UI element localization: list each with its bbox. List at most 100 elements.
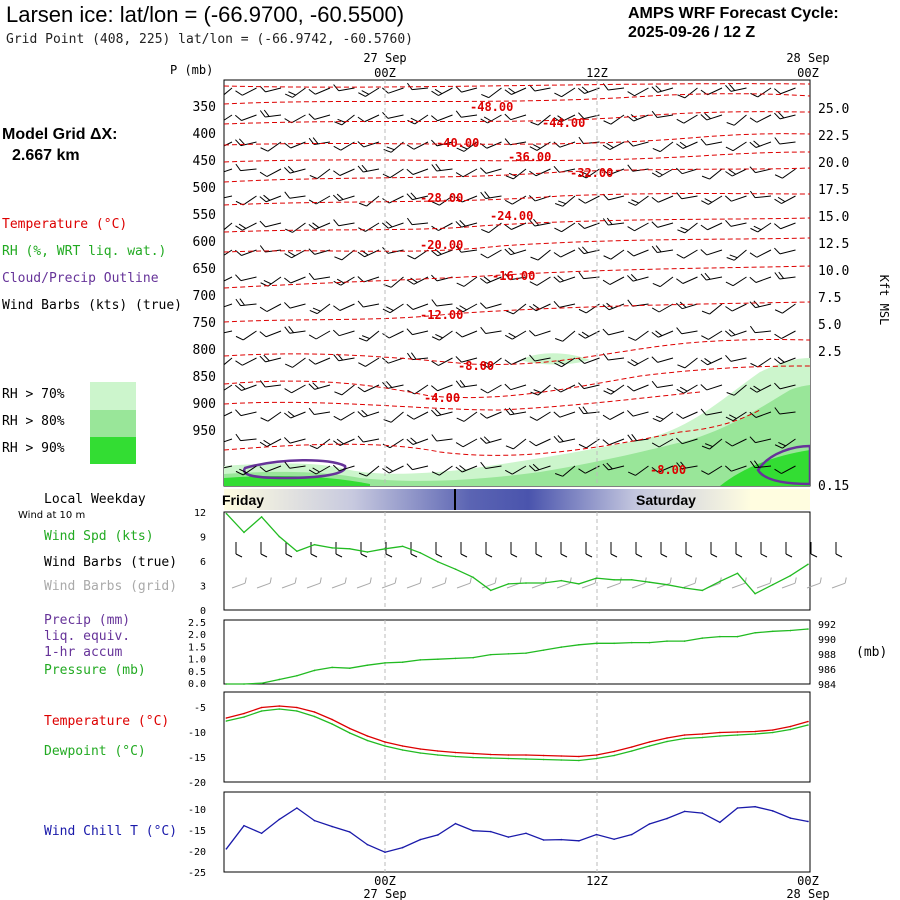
wind-barb [235,298,257,307]
wind-barb-flag [725,281,734,287]
wind-barb [480,249,502,259]
wind-barb-flag [312,222,320,229]
wind-barb-shaft [485,465,502,469]
wind-barb-shaft [682,168,698,175]
wind-barb-true [535,542,543,558]
wind-barb-flag [484,191,491,199]
wind-barb-flag [729,84,736,91]
height-axis-title: Kft MSL [877,275,891,326]
wind-barb-flag [361,90,370,95]
wind-barb-shaft [560,114,576,123]
wind-barb-flag [655,415,664,420]
wind-barb [431,114,453,122]
pressure-line [226,628,809,685]
wind-barb [652,411,674,423]
wind-barb-shaft [265,87,282,93]
wind-barb-shaft [608,222,625,226]
wind-barb-flag [777,356,785,363]
wind-barb-grid [781,577,797,589]
wind-barb-shaft [756,582,771,589]
wind-barb-flag [578,468,586,474]
wind-barb-flag [505,469,513,475]
wind-barb-flag [308,383,315,390]
wind-barb [749,140,772,148]
wind-barb-shaft [608,438,625,446]
wind-barb-flag [284,277,291,284]
temperature-label: Temperature (°C) [44,714,170,729]
wind-barb-flag [357,411,365,418]
wind-barb-flag [749,141,757,148]
wind-barb-flag [483,436,491,443]
wind-barb-shaft [755,438,772,444]
wind-barb-shaft [730,222,747,227]
wind-barb-flag [750,362,758,368]
wind-barb-flag [774,468,782,474]
wind-barb [602,302,625,311]
wind-barb-flag [459,145,468,150]
wind-barb-flag [655,330,663,337]
wind-barb-shaft [364,114,380,123]
wind-barb-flag [381,222,389,229]
wind-barb-flag [385,466,393,472]
legend-rh70-swatch [90,382,136,410]
wind-barb-shaft [708,330,723,340]
height-tick-label: 12.5 [818,237,849,252]
wind-barb-shaft [732,276,747,287]
wind-barb-shaft [608,168,625,176]
wind-barb-flag [774,407,781,415]
isotherm-label: -8.00 [458,359,494,373]
wind-barb-flag [308,334,317,340]
wind-barb-shaft [387,114,404,119]
height-tick-label: 22.5 [818,129,849,144]
wind-barb-true [585,542,593,558]
wind-barb-shaft [706,411,723,416]
wind-barb-flag [385,553,393,558]
wind-barb-flag [235,90,243,96]
wind-barb-shaft [534,357,551,362]
wind-barb-shaft [363,411,380,418]
wind-barb-flag [704,358,712,364]
isotherms [224,83,810,456]
wind-barb-flag [627,201,636,206]
wind-barb [431,299,453,307]
wind-barb-shaft [581,582,596,589]
wind-barb-flag [700,384,708,391]
wind-barb-shaft [366,465,380,477]
wind-barb [676,249,698,259]
wind-barb-shaft [338,222,355,227]
wind-barb-flag [749,436,756,443]
wind-barb-flag [602,144,611,150]
wind-barb-shaft [731,438,747,447]
wind-barb-shaft [224,276,233,285]
isotherm-line [224,83,810,88]
wind-barb [749,384,772,393]
wind-barb [224,384,233,395]
wind-barb [455,220,478,228]
wind-barb [224,222,233,234]
wind-barb-flag [710,553,718,558]
wind-barb-flag [676,253,685,259]
wind-barb-shaft [755,195,772,199]
wind-barb [529,354,551,362]
wind-barb-shaft [806,582,821,589]
wind-barb-flag [694,577,697,584]
windchill-line [225,806,809,853]
wind-barb-shaft [481,582,496,589]
wind-barb-flag [284,253,292,259]
wind-barb-flag [508,87,516,94]
wind-barb-flag [480,191,487,199]
wind-barb-shaft [562,465,576,477]
wind-barb-flag [700,249,708,256]
wind-barb-shaft [265,330,282,338]
wind-barb-flag [777,196,786,203]
wind-barb-flag [239,468,247,474]
wind-barb-flag [336,438,344,445]
wind-barb-flag [504,113,512,121]
wind-barb-flag [652,417,661,423]
wind-barb-shaft [657,249,674,253]
wind-barb-shaft [779,411,796,415]
wind-barb-flag [308,407,315,415]
wind-barb [406,276,429,285]
wind-barb-grid [431,577,447,589]
wind-barb-shaft [681,195,698,200]
